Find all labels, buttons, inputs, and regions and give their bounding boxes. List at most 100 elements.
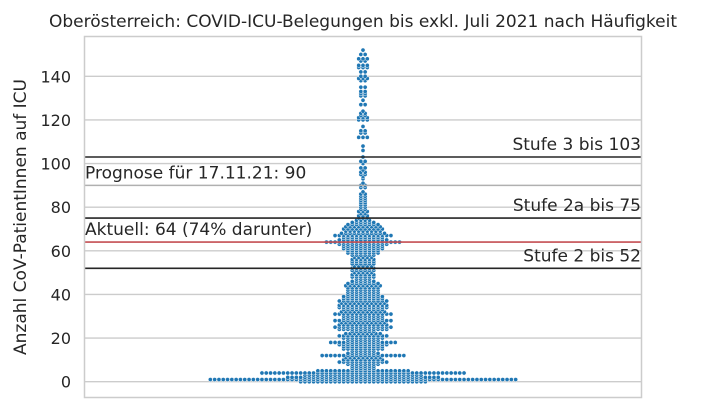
data-point-icu-1 — [504, 377, 510, 382]
y-tick-label-100: 100 — [40, 155, 71, 174]
data-point-icu-4 — [289, 370, 295, 376]
data-point-icu-112 — [356, 135, 362, 140]
y-axis-label: Anzahl CoV-PatientInnen auf ICU — [11, 79, 31, 355]
data-point-icu-25 — [332, 324, 338, 330]
data-point-icu-46 — [349, 279, 355, 284]
data-point-icu-4 — [302, 370, 308, 376]
data-point-icu-13 — [345, 351, 351, 356]
data-point-icu-5 — [345, 368, 351, 374]
data-point-icu-1 — [509, 377, 514, 382]
data-point-icu-2 — [289, 375, 295, 380]
data-point-icu-152 — [360, 47, 366, 53]
reference-label-75: Stufe 2a bis 75 — [513, 196, 641, 216]
data-point-icu-5 — [388, 368, 394, 374]
data-point-icu-1 — [440, 377, 445, 382]
data-point-icu-1 — [281, 377, 286, 382]
data-point-icu-28 — [388, 318, 394, 323]
data-point-icu-12 — [332, 353, 338, 358]
data-point-icu-2 — [431, 375, 437, 380]
data-point-icu-12 — [401, 353, 407, 358]
swarm-points — [208, 47, 519, 385]
data-point-icu-4 — [440, 370, 445, 376]
data-point-icu-4 — [410, 370, 415, 376]
data-point-icu-106 — [360, 148, 366, 153]
data-point-icu-145 — [364, 63, 370, 68]
data-point-icu-4 — [427, 370, 432, 376]
data-point-icu-1 — [246, 377, 252, 382]
data-point-icu-1 — [268, 377, 273, 382]
data-point-icu-12 — [388, 353, 394, 358]
data-point-icu-98 — [362, 165, 368, 171]
data-point-icu-1 — [496, 377, 501, 382]
data-point-icu-135 — [362, 84, 368, 90]
data-point-icu-25 — [388, 324, 394, 330]
y-tick-label-0: 0 — [61, 373, 71, 392]
data-point-icu-4 — [461, 370, 467, 376]
data-point-icu-5 — [337, 368, 342, 374]
y-tick-label-140: 140 — [40, 67, 71, 86]
data-point-icu-127 — [362, 102, 368, 107]
data-point-icu-2 — [423, 375, 428, 380]
plot-frame — [83, 35, 643, 399]
data-point-icu-4 — [453, 370, 458, 376]
data-point-icu-45 — [345, 281, 351, 286]
data-point-icu-13 — [375, 351, 381, 356]
data-point-icu-18 — [388, 340, 394, 345]
reference-label-52: Stufe 2 bis 52 — [523, 246, 641, 266]
data-point-icu-1 — [263, 377, 269, 382]
data-point-icu-28 — [337, 318, 342, 323]
data-point-icu-5 — [375, 368, 381, 374]
data-point-icu-37 — [337, 298, 342, 304]
data-point-icu-73 — [349, 220, 355, 225]
data-point-icu-1 — [212, 377, 217, 382]
data-point-icu-1 — [233, 377, 239, 382]
data-point-icu-1 — [208, 377, 213, 382]
data-point-icu-67 — [332, 233, 338, 238]
data-point-icu-73 — [371, 220, 377, 225]
data-point-icu-9 — [384, 359, 389, 365]
data-point-icu-4 — [448, 370, 454, 376]
data-point-icu-1 — [220, 377, 226, 382]
data-point-icu-2 — [294, 375, 299, 380]
data-point-icu-18 — [341, 340, 346, 345]
data-point-icu-101 — [358, 159, 364, 164]
data-point-icu-18 — [328, 340, 334, 345]
data-point-icu-5 — [324, 368, 329, 374]
y-tick-label-20: 20 — [51, 329, 71, 348]
data-point-icu-1 — [272, 377, 278, 382]
data-point-icu-112 — [364, 135, 370, 140]
data-point-icu-4 — [431, 370, 437, 376]
data-point-icu-12 — [319, 353, 325, 358]
data-point-icu-150 — [362, 52, 368, 57]
data-point-icu-115 — [362, 128, 368, 134]
data-point-icu-4 — [294, 370, 299, 376]
data-point-icu-87 — [360, 189, 366, 195]
data-point-icu-72 — [345, 222, 351, 227]
data-point-icu-12 — [392, 353, 398, 358]
data-point-icu-21 — [337, 333, 342, 339]
data-point-icu-124 — [360, 108, 366, 114]
data-point-icu-148 — [356, 56, 362, 62]
data-point-icu-1 — [251, 377, 256, 382]
y-tick-label-60: 60 — [51, 242, 71, 261]
data-point-icu-28 — [332, 318, 338, 323]
y-tick-label-120: 120 — [40, 111, 71, 130]
data-point-icu-22 — [343, 331, 349, 337]
data-point-icu-145 — [360, 63, 366, 68]
data-point-icu-12 — [324, 353, 329, 358]
data-point-icu-5 — [315, 368, 321, 374]
reference-lines — [85, 156, 641, 270]
data-point-icu-117 — [360, 124, 366, 129]
data-point-icu-4 — [444, 370, 450, 376]
data-point-icu-2 — [285, 375, 291, 380]
data-point-icu-1 — [238, 377, 243, 382]
data-point-icu-18 — [380, 340, 385, 345]
data-point-icu-4 — [435, 370, 441, 376]
data-point-icu-39 — [380, 294, 385, 299]
data-point-icu-37 — [384, 298, 389, 304]
data-point-icu-28 — [384, 318, 389, 323]
data-point-icu-4 — [285, 370, 291, 376]
data-point-icu-5 — [380, 368, 385, 374]
reference-label-103: Stufe 3 bis 103 — [512, 135, 641, 155]
